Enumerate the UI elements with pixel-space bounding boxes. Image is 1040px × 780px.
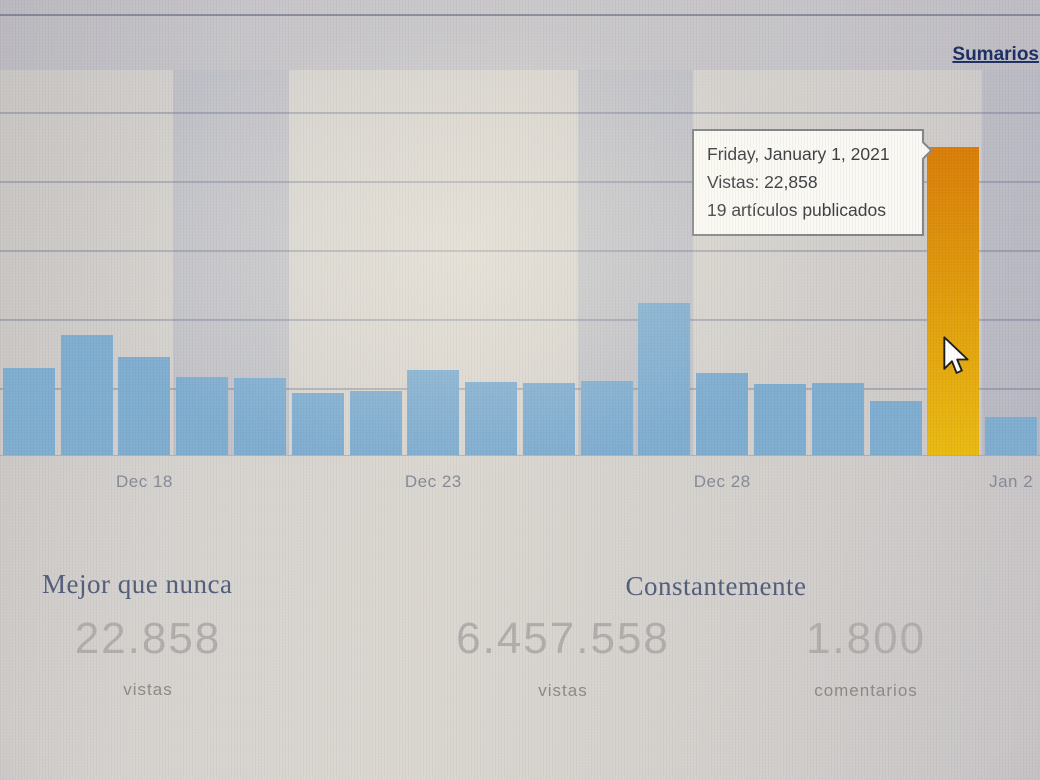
x-tick-jan-2: Jan 2 [989, 472, 1034, 491]
tooltip-posts: 19 artículos publicados [707, 200, 886, 220]
views-bar-chart: Dec 18 Dec 23 Dec 28 Jan 2 [0, 70, 1040, 491]
bar-dec-30[interactable] [811, 382, 864, 455]
best-ever-views-value: 22.858 [74, 614, 222, 663]
gridline-3 [0, 319, 1040, 321]
gridline-0 [0, 112, 1040, 114]
bar-jan-2[interactable] [985, 417, 1038, 455]
bar-dec-20[interactable] [234, 378, 286, 455]
bar-dec-16[interactable] [2, 368, 55, 455]
bar-dec-19[interactable] [176, 376, 229, 455]
gridline-2 [0, 250, 1040, 252]
best-ever-views-label: vistas [123, 680, 173, 699]
x-tick-dec-28: Dec 28 [693, 472, 751, 491]
bar-dec-22[interactable] [349, 390, 402, 455]
chart-tooltip: Friday, January 1, 2021 Vistas: 22,858 1… [692, 129, 933, 236]
bar-dec-23[interactable] [407, 370, 460, 455]
chart-header-band [0, 0, 1040, 70]
bar-dec-31[interactable] [869, 401, 922, 455]
bar-dec-29[interactable] [754, 384, 806, 455]
x-axis-line [0, 455, 1040, 456]
bar-jan-1-highlighted[interactable] [927, 147, 980, 455]
bar-dec-24[interactable] [465, 382, 518, 455]
all-time-title: Constantemente [625, 571, 807, 601]
bar-dec-26[interactable] [580, 380, 633, 455]
tooltip-date: Friday, January 1, 2021 [707, 144, 890, 164]
all-time-comments-label: comentarios [814, 681, 918, 700]
bar-dec-27[interactable] [638, 302, 691, 455]
x-tick-dec-18: Dec 18 [116, 472, 173, 491]
bar-dec-17[interactable] [60, 335, 113, 455]
summaries-link[interactable]: Sumarios [952, 44, 1039, 65]
chart-top-border [0, 14, 1040, 16]
bar-dec-25[interactable] [522, 382, 575, 455]
bar-dec-18[interactable] [118, 357, 171, 455]
bar-dec-21[interactable] [291, 393, 344, 455]
mouse-cursor-icon [943, 336, 969, 374]
bar-dec-28[interactable] [696, 372, 749, 455]
weekend-band-jan-2 [982, 70, 1040, 455]
gridline-4 [0, 388, 1040, 390]
all-time-comments-value: 1.800 [805, 614, 927, 663]
gridline-1 [0, 181, 1040, 183]
x-tick-dec-23: Dec 23 [404, 472, 462, 491]
all-time-views-value: 6.457.558 [456, 614, 670, 663]
tooltip-views: Vistas: 22,858 [707, 172, 818, 192]
best-ever-title: Mejor que nunca [42, 569, 233, 599]
all-time-views-label: vistas [538, 681, 588, 700]
